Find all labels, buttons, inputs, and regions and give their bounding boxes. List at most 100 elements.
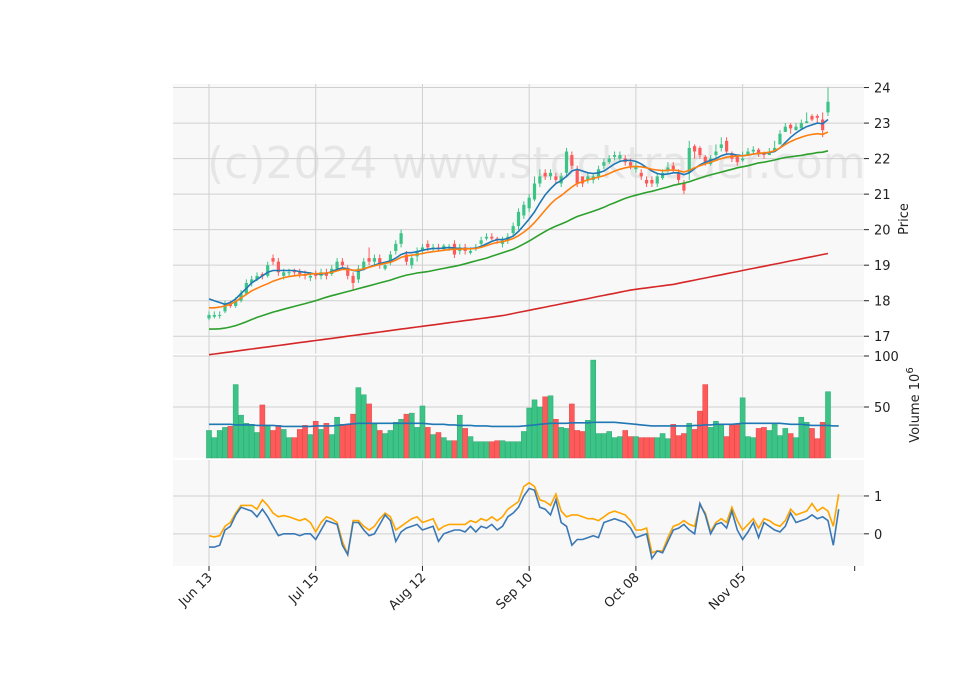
- volume-axis-label: Volume: [908, 394, 923, 442]
- volume-ma-line: [209, 421, 839, 428]
- x-tick-label: Jun 13: [176, 570, 216, 610]
- x-tick-label: Jul 15: [286, 570, 323, 607]
- candle-body: [308, 275, 312, 278]
- candle-body: [725, 140, 729, 152]
- price-tick-label: 24: [874, 82, 891, 97]
- candle-body: [757, 149, 761, 154]
- candle-body: [671, 165, 675, 170]
- candle-body: [570, 155, 574, 166]
- candle-body: [607, 158, 611, 163]
- watermark: (c)2024 www.stocktrader.com: [207, 138, 865, 189]
- volume-bar: [275, 425, 282, 459]
- candle-body: [420, 247, 425, 251]
- candle-body: [346, 268, 350, 276]
- candle-body: [719, 144, 723, 148]
- candle-body: [383, 265, 387, 269]
- volume-bar: [248, 424, 255, 459]
- candle-body: [703, 156, 707, 163]
- volume-bar: [350, 413, 356, 459]
- volume-bar: [601, 433, 607, 459]
- candle-body: [789, 124, 793, 129]
- candle-body: [687, 147, 691, 173]
- macd-panel: [173, 460, 864, 566]
- candle-body: [538, 176, 542, 184]
- candle-body: [821, 119, 825, 131]
- candle-body: [426, 243, 430, 248]
- volume-bar: [387, 430, 394, 459]
- volume-bar: [403, 413, 410, 459]
- volume-bar: [494, 440, 500, 459]
- volume-bar: [723, 436, 730, 459]
- volume-bar: [633, 436, 639, 459]
- volume-bar: [398, 418, 404, 459]
- candle-body: [218, 314, 222, 316]
- volume-bar: [814, 438, 821, 459]
- volume-bar: [766, 430, 773, 459]
- volume-bar: [521, 431, 527, 459]
- candle-body: [714, 151, 718, 156]
- candle-body: [778, 133, 782, 145]
- volume-bar: [595, 433, 602, 459]
- candle-body: [479, 240, 483, 244]
- candle-body: [223, 304, 227, 312]
- candle-body: [276, 261, 280, 273]
- volume-bar: [659, 433, 666, 459]
- volume-bar: [686, 423, 693, 459]
- candle-body: [516, 211, 521, 227]
- volume-bar: [483, 441, 490, 459]
- volume-bar: [718, 425, 725, 459]
- volume-bar: [707, 427, 714, 459]
- candle-body: [580, 176, 585, 184]
- candle-body: [292, 270, 296, 273]
- volume-bar: [254, 432, 260, 459]
- volume-bar: [643, 437, 650, 459]
- candle-body: [698, 147, 702, 156]
- candle-body: [415, 250, 419, 257]
- price-tick-label: 18: [874, 295, 891, 310]
- volume-bar: [777, 435, 783, 459]
- volume-bar: [505, 441, 511, 459]
- candle-body: [644, 179, 649, 184]
- candle-body: [532, 183, 537, 200]
- volume-bar: [408, 412, 415, 459]
- volume-bar: [585, 420, 591, 459]
- volume-bar: [515, 441, 522, 459]
- volume-bar: [360, 394, 367, 459]
- candle-body: [404, 254, 409, 262]
- candle-body: [773, 147, 777, 152]
- candle-body: [228, 304, 232, 307]
- volume-bar: [259, 404, 266, 459]
- volume-bar: [371, 424, 378, 459]
- macd-tick-label: 1: [874, 490, 882, 505]
- candle-body: [618, 155, 622, 159]
- candle-body: [410, 258, 414, 266]
- candle-body: [484, 236, 489, 239]
- x-tick-label: Sep 10: [493, 570, 536, 613]
- price-tick-label: 19: [874, 259, 891, 274]
- volume-bar: [617, 436, 623, 459]
- volume-bar: [787, 433, 794, 459]
- candle-body: [468, 250, 473, 253]
- candle-body: [682, 183, 686, 191]
- price-ma-mid-line: [209, 131, 829, 309]
- candle-body: [692, 146, 697, 152]
- volume-bar: [286, 437, 292, 459]
- volume-axis-exponent-base: 10: [908, 374, 923, 391]
- volume-bar: [243, 423, 250, 459]
- macd-signal-line: [208, 481, 840, 558]
- candle-body: [655, 176, 659, 184]
- candle-body: [250, 279, 254, 283]
- volume-bar: [761, 427, 767, 459]
- volume-bar: [318, 429, 324, 459]
- volume-bar: [526, 407, 532, 459]
- volume-bar: [649, 437, 655, 459]
- candle-body: [650, 179, 654, 184]
- volume-axis-exponent-power: 6: [905, 367, 916, 373]
- volume-bar: [579, 431, 586, 459]
- volume-bar: [745, 436, 751, 459]
- candle-body: [575, 169, 579, 184]
- volume-bar: [430, 434, 436, 459]
- candle-body: [586, 176, 590, 180]
